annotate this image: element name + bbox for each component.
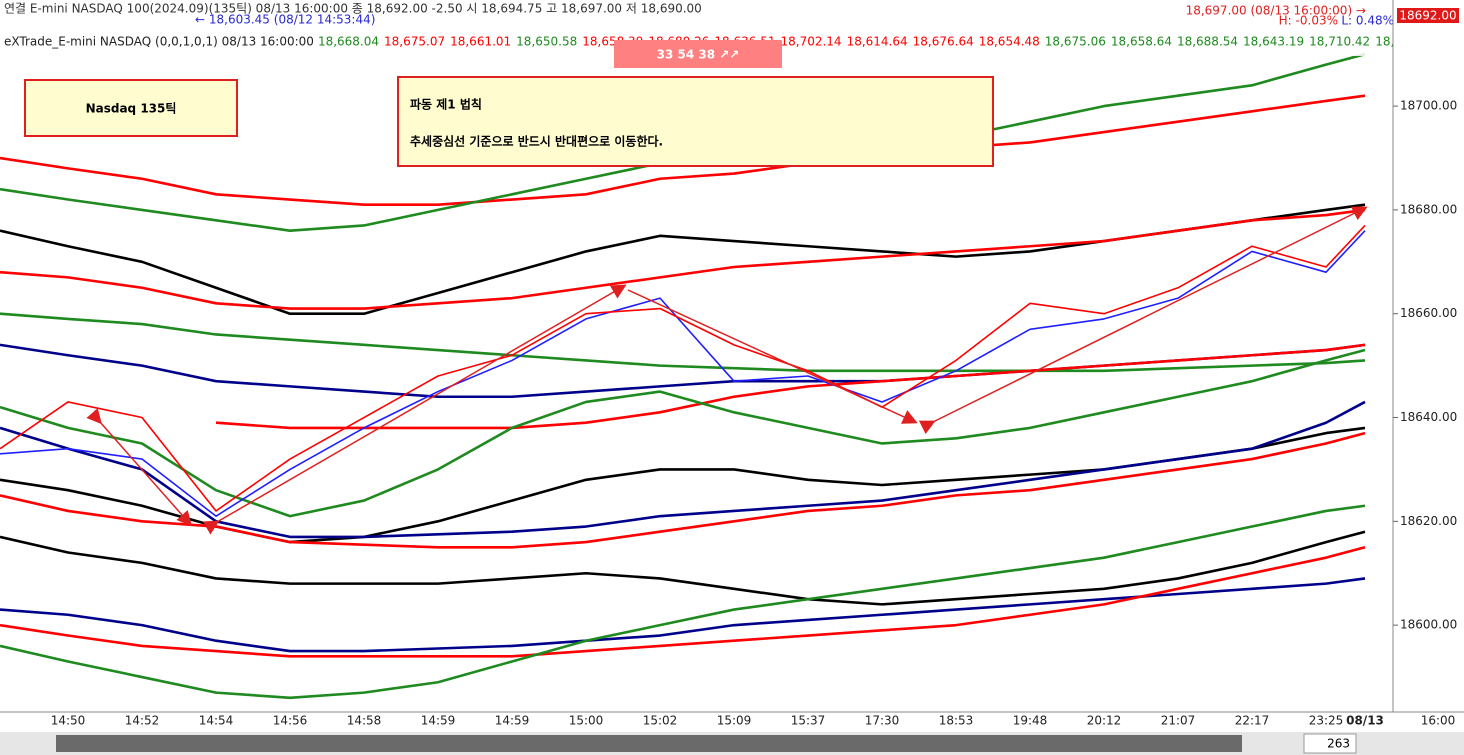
- x-tick-label: 15:00: [569, 714, 604, 728]
- high-mark: 18,697.00 (08/13 16:00:00) →: [1186, 4, 1366, 18]
- arrow: [918, 206, 1368, 435]
- series-line: [0, 504, 1366, 700]
- x-tick-label: 23:25: [1309, 714, 1344, 728]
- arrow: [627, 289, 918, 424]
- indicator-value: 18,661.01: [450, 35, 511, 49]
- x-tick-label: 08/13: [1346, 714, 1384, 728]
- scroll-count: 263: [1327, 737, 1350, 751]
- x-tick-label: 20:12: [1087, 714, 1122, 728]
- x-tick-label: 15:09: [717, 714, 752, 728]
- low-mark: ← 18,603.45 (08/12 14:53:44): [195, 13, 375, 27]
- x-tick-label: 19:48: [1013, 714, 1048, 728]
- indicator-value: 18,688.54: [1177, 35, 1238, 49]
- arrows: [86, 206, 1368, 535]
- y-tick-label: 18680.00: [1400, 202, 1457, 216]
- header-line: 연결 E-mini NASDAQ 100(2024.09)(135틱) 08/1…: [4, 2, 702, 16]
- price-tag-text: 18692.00: [1399, 9, 1456, 23]
- badge: [614, 40, 782, 68]
- x-tick-label: 14:59: [495, 714, 530, 728]
- scroll-track: [56, 735, 1242, 752]
- x-tick-label: 21:07: [1161, 714, 1196, 728]
- indicator-value: 18,710.42: [1309, 35, 1370, 49]
- x-tick-label: 14:58: [347, 714, 382, 728]
- x-tick-label: 14:52: [125, 714, 160, 728]
- x-tick-label: 18:53: [939, 714, 974, 728]
- price-tag: [1397, 8, 1459, 23]
- note-box: [397, 76, 994, 167]
- indicator-value: 18,658.64: [1111, 35, 1172, 49]
- indicator-value: 18,654.48: [979, 35, 1040, 49]
- x-tick-label: 14:59: [421, 714, 456, 728]
- note-text: Nasdaq 135틱: [86, 101, 177, 116]
- note-text: 파동 제1 법칙: [410, 97, 482, 112]
- indicator-value: 18,675.07: [384, 35, 445, 49]
- x-tick-label: 15:02: [643, 714, 678, 728]
- series-line: [0, 530, 1366, 606]
- y-tick-label: 18660.00: [1400, 306, 1457, 320]
- badge-text: 33 54 38 ↗↗: [657, 48, 740, 62]
- x-tick-label: 14:50: [51, 714, 86, 728]
- note-box: [24, 79, 238, 137]
- h-pct: H: -0.03%: [1279, 14, 1338, 28]
- arrow: [86, 408, 192, 527]
- y-axis-panel: [1393, 0, 1464, 712]
- indicator-value: 18,643.19: [1243, 35, 1304, 49]
- x-tick-label: 14:54: [199, 714, 234, 728]
- indicator-value: 18,702.14: [780, 35, 841, 49]
- series-line: [0, 577, 1366, 653]
- l-pct: L: 0.48%: [1341, 14, 1394, 28]
- arrow: [202, 284, 627, 535]
- indicator-value: 18,675.06: [1045, 35, 1106, 49]
- indicator-value: 18,668.04: [318, 35, 379, 49]
- scroll-count-box: [1303, 733, 1357, 754]
- note-text: 추세중심선 기준으로 반드시 반대편으로 이동한다.: [410, 134, 663, 149]
- series-line: [0, 546, 1366, 658]
- x-tick-label: 14:56: [273, 714, 308, 728]
- indicator-value: 18,676.64: [913, 35, 974, 49]
- y-tick-label: 18600.00: [1400, 618, 1457, 632]
- axis-time: 16:00: [1421, 714, 1456, 728]
- x-tick-label: 17:30: [865, 714, 900, 728]
- y-tick-label: 18700.00: [1400, 99, 1457, 113]
- y-tick-label: 18620.00: [1400, 514, 1457, 528]
- indicator-value: 18,614.64: [847, 35, 908, 49]
- x-tick-label: 22:17: [1235, 714, 1270, 728]
- y-tick-label: 18640.00: [1400, 410, 1457, 424]
- series-line: [0, 94, 1366, 207]
- indicator-value: 18,650.58: [516, 35, 577, 49]
- indicator-name: eXTrade_E-mini NASDAQ (0,0,1,0,1) 08/13 …: [4, 35, 314, 49]
- x-tick-label: 15:37: [791, 714, 826, 728]
